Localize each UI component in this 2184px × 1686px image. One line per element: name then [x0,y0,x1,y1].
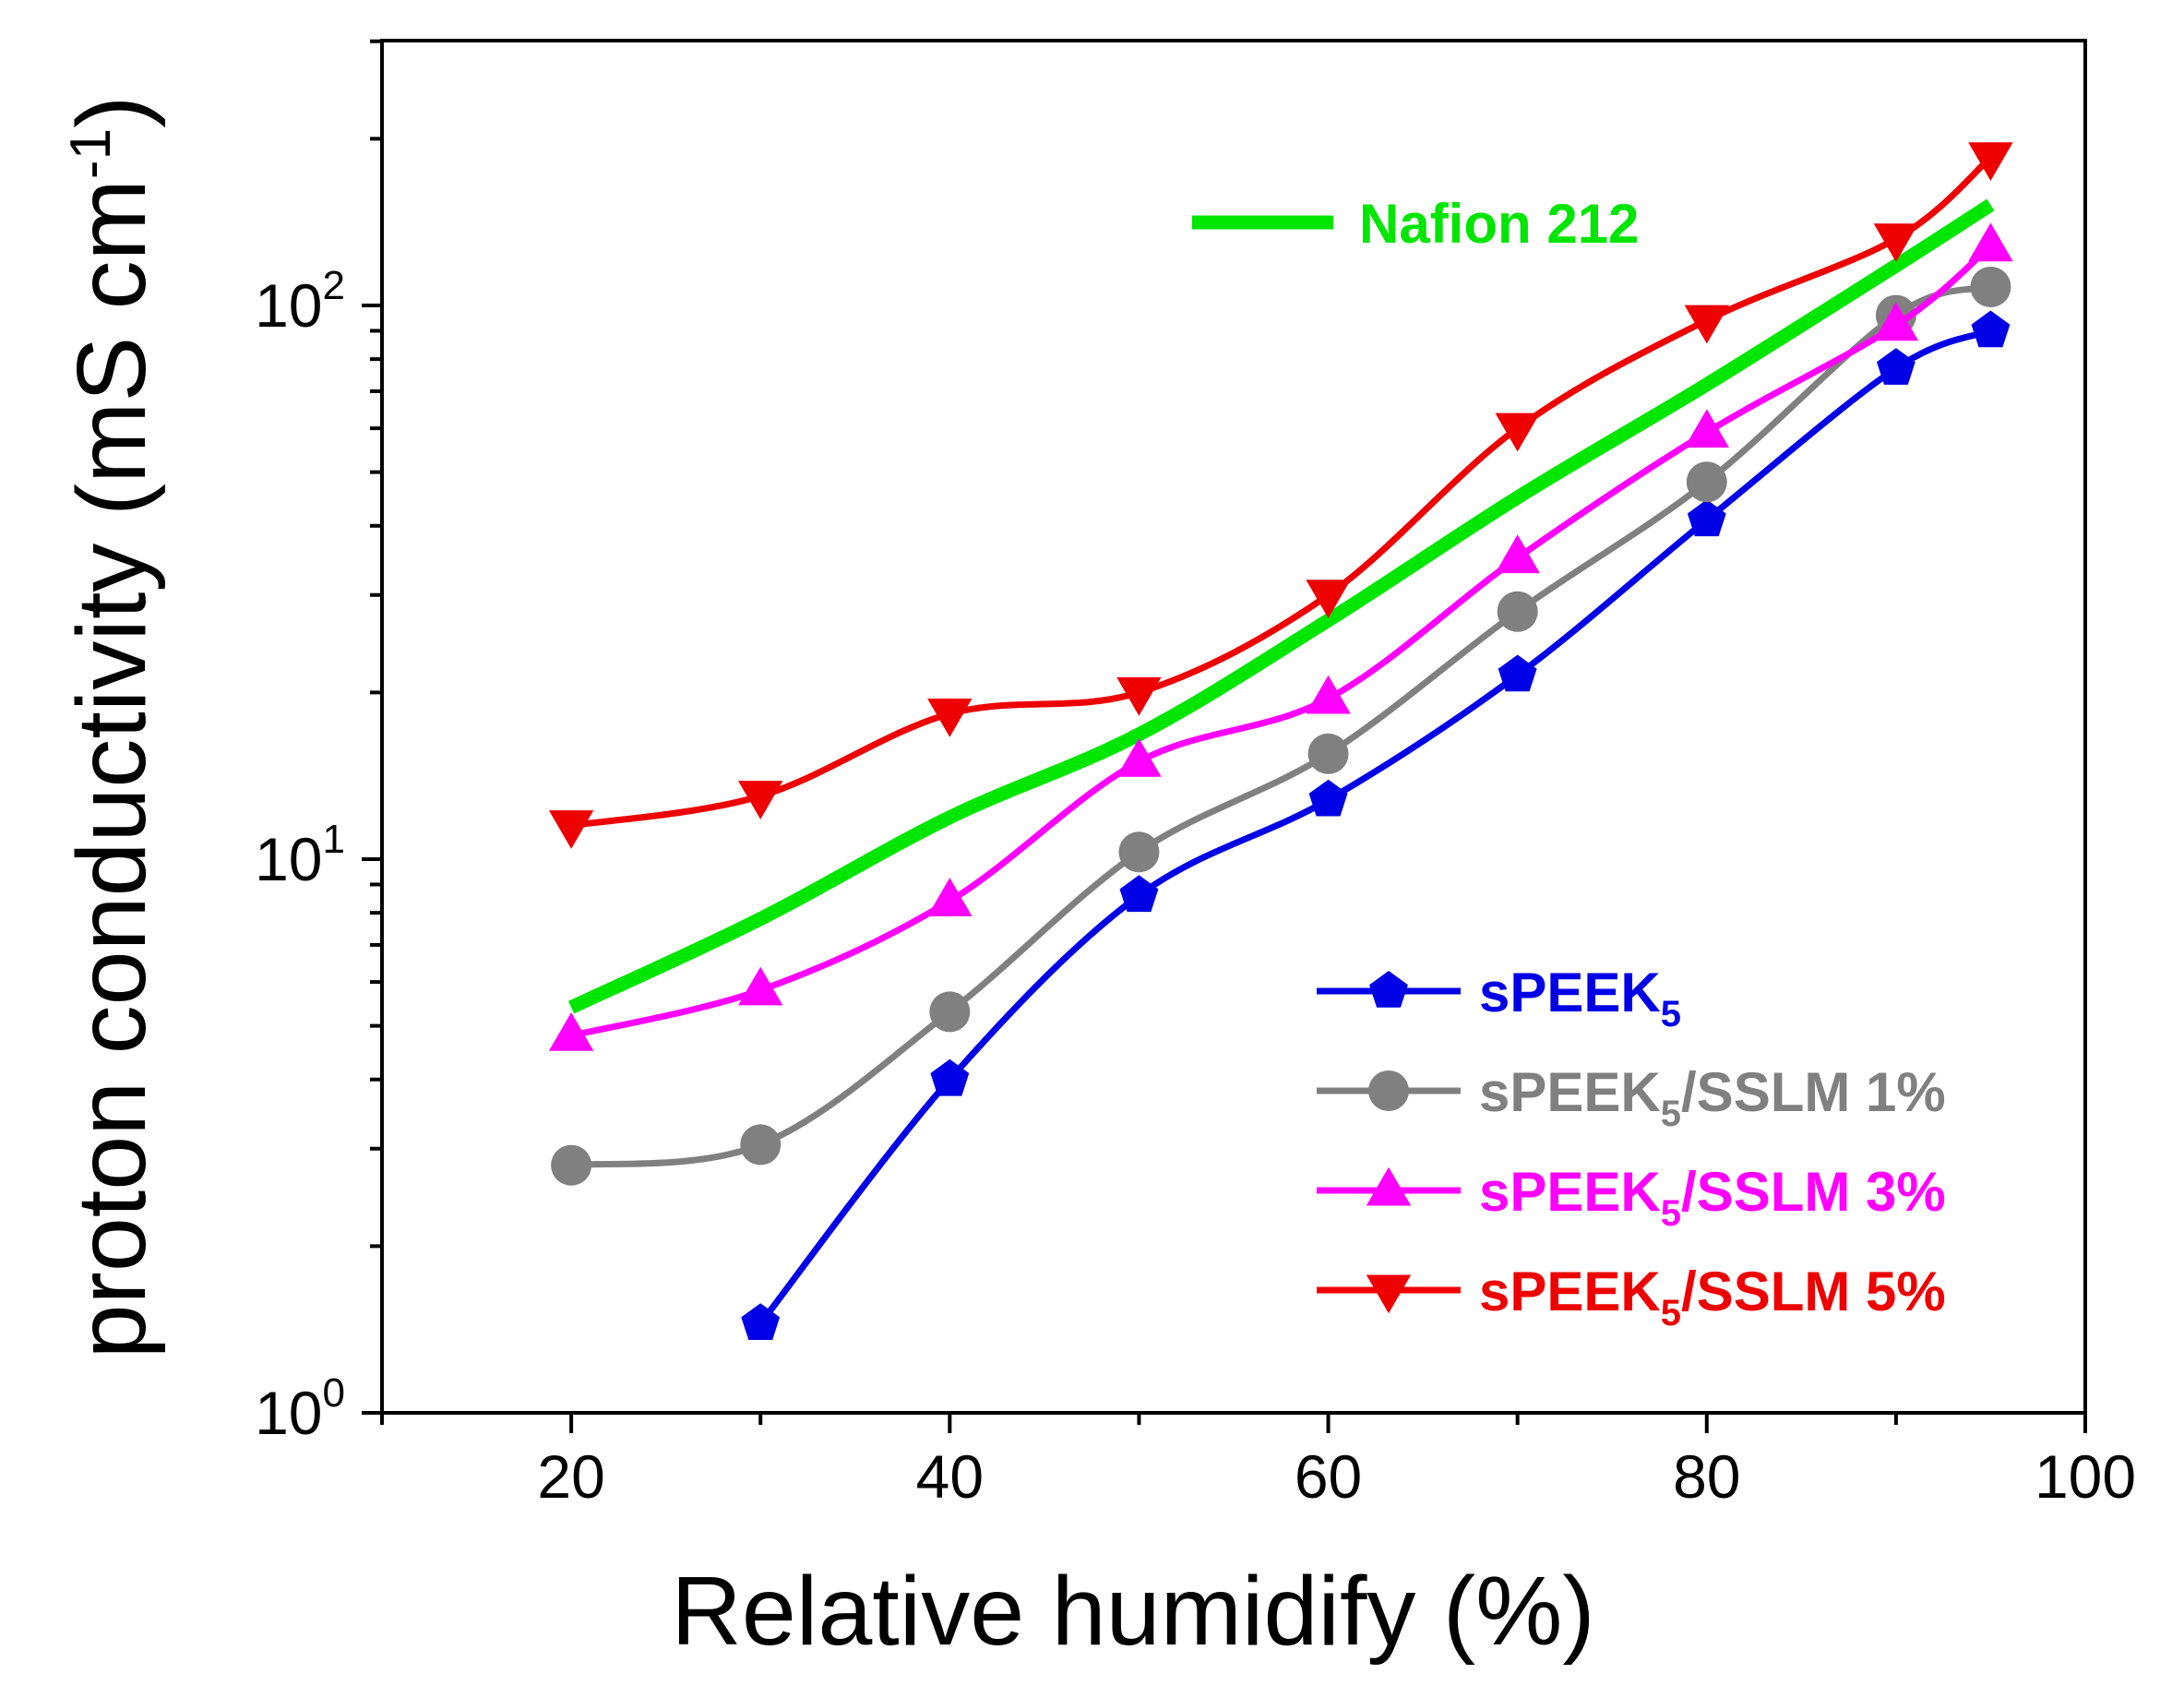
data-point [1306,675,1351,714]
legend-label-main: sPEEK [1479,962,1661,1023]
data-point [1116,676,1162,716]
data-point [738,966,783,1006]
legend-label-rest: /SSLM 3% [1681,1161,1946,1223]
data-point [927,699,973,737]
legend-label: Nafion 212 [1359,193,1639,255]
x-tick-label: 60 [1295,1442,1362,1511]
data-point [1873,223,1919,262]
data-point [1873,302,1919,341]
data-point [1119,875,1159,913]
legend-label-rest: /SSLM 1% [1681,1061,1946,1123]
y-tick-base: 10 [255,825,322,893]
y-axis-title-main: proton conductivity (mS cm [57,179,166,1358]
y-tick-label: 101 [255,817,345,893]
plot-frame [380,39,2087,1415]
y-tick-exp: 0 [323,1370,345,1416]
data-point [1497,591,1538,632]
legend-item-nafion: Nafion 212 [1192,193,1639,255]
y-tick-exp: 2 [323,263,345,308]
legend-label-main: sPEEK [1479,1061,1661,1123]
legend-item-3: sPEEK5/SSLM 5% [1317,1261,1946,1333]
x-tick-label: 100 [2035,1442,2136,1511]
data-point [1495,413,1540,452]
legend-item-0: sPEEK5 [1317,962,1681,1034]
series-line [567,198,1995,1014]
data-point [1686,461,1727,503]
data-point [1495,534,1540,574]
data-point [929,991,971,1033]
data-point [1877,348,1915,385]
y-axis-title: proton conductivity (mS cm-1) [57,96,166,1359]
legend-label: sPEEK5/SSLM 1% [1479,1061,1946,1134]
legend-label-main: sPEEK [1479,1161,1661,1223]
y-axis-title-sup: -1 [59,128,123,179]
data-point [1307,733,1349,774]
data-point [740,1124,782,1166]
series-4 [548,142,2013,849]
data-point [551,1144,592,1186]
data-point [548,810,594,849]
data-point [927,878,973,916]
y-tick-base: 10 [255,271,322,340]
data-point [1308,779,1348,817]
legend-label-rest: /SSLM 5% [1681,1261,1946,1322]
data-point [1306,580,1351,618]
x-axis-title: Relative humidify (%) [671,1557,1594,1666]
legend-marker [1369,971,1408,1008]
legend-label: sPEEK5/SSLM 3% [1479,1161,1946,1234]
y-tick-exp: 1 [323,817,345,862]
data-point [930,1058,970,1096]
y-axis-title-close: ) [57,96,166,128]
data-point [1971,310,2011,348]
data-point [1116,738,1162,777]
data-point [1970,266,2011,307]
data-point [1968,222,2013,262]
axis-ticks [362,39,2087,1433]
data-point [1684,305,1729,344]
series-2 [551,266,2011,1186]
legend-label: sPEEK5 [1479,962,1681,1034]
x-tick-label: 40 [916,1442,984,1511]
x-tick-label: 80 [1673,1442,1740,1511]
legend-label-sub: 5 [1661,994,1681,1034]
legend-marker [1366,1274,1412,1314]
y-tick-label: 100 [255,1370,345,1447]
legend-marker [1366,1166,1412,1206]
data-point [741,1303,781,1340]
data-point [1968,142,2013,181]
legend-label-sub: 5 [1661,1193,1681,1234]
data-point [1118,831,1160,873]
legend-marker [1368,1070,1409,1111]
series-0 [567,198,1995,1014]
data-point [1687,499,1726,537]
series-layer [548,142,2013,1340]
data-point [1498,654,1537,692]
data-point [738,781,783,819]
legend-item-1: sPEEK5/SSLM 1% [1317,1061,1946,1134]
legend-label: sPEEK5/SSLM 5% [1479,1261,1946,1333]
legend-label-main: sPEEK [1479,1261,1661,1322]
series-1 [741,310,2011,1340]
legend-label-sub: 5 [1661,1094,1681,1134]
series-3 [548,222,2013,1051]
y-tick-label: 102 [255,263,345,340]
y-tick-base: 10 [255,1379,322,1447]
legend-label-sub: 5 [1661,1293,1681,1333]
legend-item-2: sPEEK5/SSLM 3% [1317,1161,1946,1234]
data-point [1684,409,1729,448]
x-tick-label: 20 [537,1442,604,1511]
data-point [548,1012,594,1051]
